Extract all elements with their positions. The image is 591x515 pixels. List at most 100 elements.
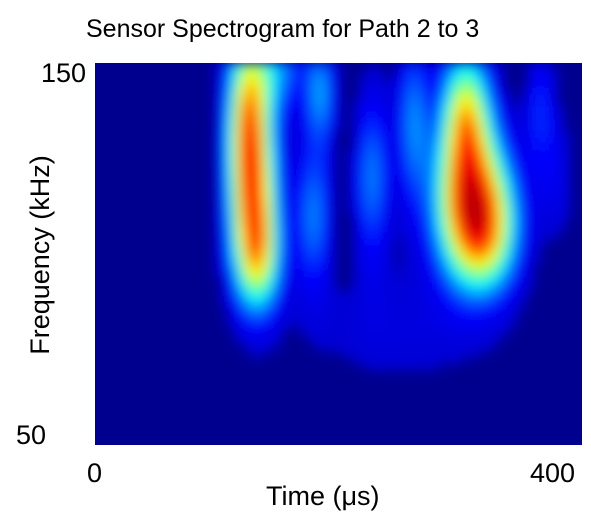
heatmap-cell xyxy=(328,244,336,252)
heatmap-cell xyxy=(473,150,481,158)
heatmap-cell xyxy=(551,125,559,133)
heatmap-cell xyxy=(509,275,517,283)
heatmap-cell xyxy=(551,68,559,77)
heatmap-cell xyxy=(449,137,457,145)
heatmap-cell xyxy=(262,106,270,114)
heatmap-cell xyxy=(347,187,355,196)
heatmap-cell xyxy=(413,300,421,308)
heatmap-cell xyxy=(527,175,535,183)
heatmap-cell xyxy=(244,63,252,70)
heatmap-cell xyxy=(395,231,403,239)
heatmap-cell xyxy=(461,225,469,233)
heatmap-cell xyxy=(401,212,409,221)
heatmap-cell xyxy=(310,93,318,102)
heatmap-cell xyxy=(268,150,276,158)
heatmap-cell xyxy=(220,269,228,277)
heatmap-cell xyxy=(503,200,511,208)
heatmap-cell xyxy=(298,106,306,114)
heatmap-cell xyxy=(328,75,336,83)
heatmap-cell xyxy=(443,306,451,314)
heatmap-cell xyxy=(244,325,252,333)
heatmap-cell xyxy=(365,244,373,252)
heatmap-cell xyxy=(328,150,336,158)
heatmap-cell xyxy=(539,100,547,108)
heatmap-cell xyxy=(461,237,469,246)
heatmap-cell xyxy=(485,181,493,189)
heatmap-cell xyxy=(226,181,234,189)
heatmap-cell xyxy=(497,137,505,145)
heatmap-cell xyxy=(527,181,535,189)
heatmap-cell xyxy=(521,287,529,296)
heatmap-cell xyxy=(449,206,457,214)
heatmap-cell xyxy=(563,181,571,189)
heatmap-cell xyxy=(238,231,246,239)
heatmap-cell xyxy=(389,219,397,227)
heatmap-cell xyxy=(521,175,529,183)
heatmap-cell xyxy=(461,256,469,264)
heatmap-cell xyxy=(304,212,312,221)
heatmap-cell xyxy=(365,212,373,221)
heatmap-cell xyxy=(359,312,367,321)
heatmap-cell xyxy=(401,200,409,208)
heatmap-cell xyxy=(262,175,270,183)
heatmap-cell xyxy=(455,262,463,271)
heatmap-cell xyxy=(274,200,282,208)
heatmap-cell xyxy=(316,175,324,183)
heatmap-cell xyxy=(238,68,246,77)
heatmap-cell xyxy=(431,137,439,145)
heatmap-cell xyxy=(353,150,361,158)
heatmap-cell xyxy=(467,194,475,202)
heatmap-cell xyxy=(461,175,469,183)
heatmap-cell xyxy=(238,325,246,333)
heatmap-cell xyxy=(377,156,385,164)
heatmap-cell xyxy=(491,244,499,252)
heatmap-cell xyxy=(521,150,529,158)
heatmap-cell xyxy=(497,281,505,289)
heatmap-cell xyxy=(479,200,487,208)
heatmap-cell xyxy=(383,93,391,102)
heatmap-cell xyxy=(455,312,463,321)
heatmap-cell xyxy=(250,162,258,170)
heatmap-cell xyxy=(485,175,493,183)
heatmap-cell xyxy=(359,344,367,352)
heatmap-cell xyxy=(485,325,493,333)
heatmap-cell xyxy=(286,75,294,83)
heatmap-cell xyxy=(232,81,240,89)
heatmap-cell xyxy=(268,287,276,296)
heatmap-cell xyxy=(419,319,427,327)
heatmap-cell xyxy=(365,75,373,83)
heatmap-cell xyxy=(298,181,306,189)
heatmap-cell xyxy=(437,194,445,202)
heatmap-cell xyxy=(455,150,463,158)
heatmap-cell xyxy=(479,269,487,277)
heatmap-cell xyxy=(353,106,361,114)
x-axis-label: Time (μs) xyxy=(266,481,380,511)
heatmap-cell xyxy=(485,269,493,277)
heatmap-cell xyxy=(280,256,288,264)
heatmap-cell xyxy=(443,269,451,277)
heatmap-cell xyxy=(365,250,373,258)
heatmap-cell xyxy=(262,237,270,246)
heatmap-cell xyxy=(527,244,535,252)
heatmap-cell xyxy=(521,294,529,302)
heatmap-cell xyxy=(310,87,318,95)
heatmap-cell xyxy=(389,200,397,208)
heatmap-cell xyxy=(449,63,457,70)
heatmap-cell xyxy=(473,350,481,358)
heatmap-cell xyxy=(347,300,355,308)
heatmap-cell xyxy=(322,338,330,346)
heatmap-cell xyxy=(262,319,270,327)
heatmap-cell xyxy=(353,187,361,196)
heatmap-cell xyxy=(497,256,505,264)
heatmap-cell xyxy=(443,156,451,164)
heatmap-cell xyxy=(274,125,282,133)
heatmap-cell xyxy=(377,187,385,196)
heatmap-cell xyxy=(395,281,403,289)
heatmap-cell xyxy=(473,143,481,152)
heatmap-cell xyxy=(365,131,373,139)
heatmap-cell xyxy=(431,338,439,346)
heatmap-cell xyxy=(226,187,234,196)
heatmap-cell xyxy=(316,219,324,227)
heatmap-cell xyxy=(425,93,433,102)
heatmap-cell xyxy=(443,231,451,239)
